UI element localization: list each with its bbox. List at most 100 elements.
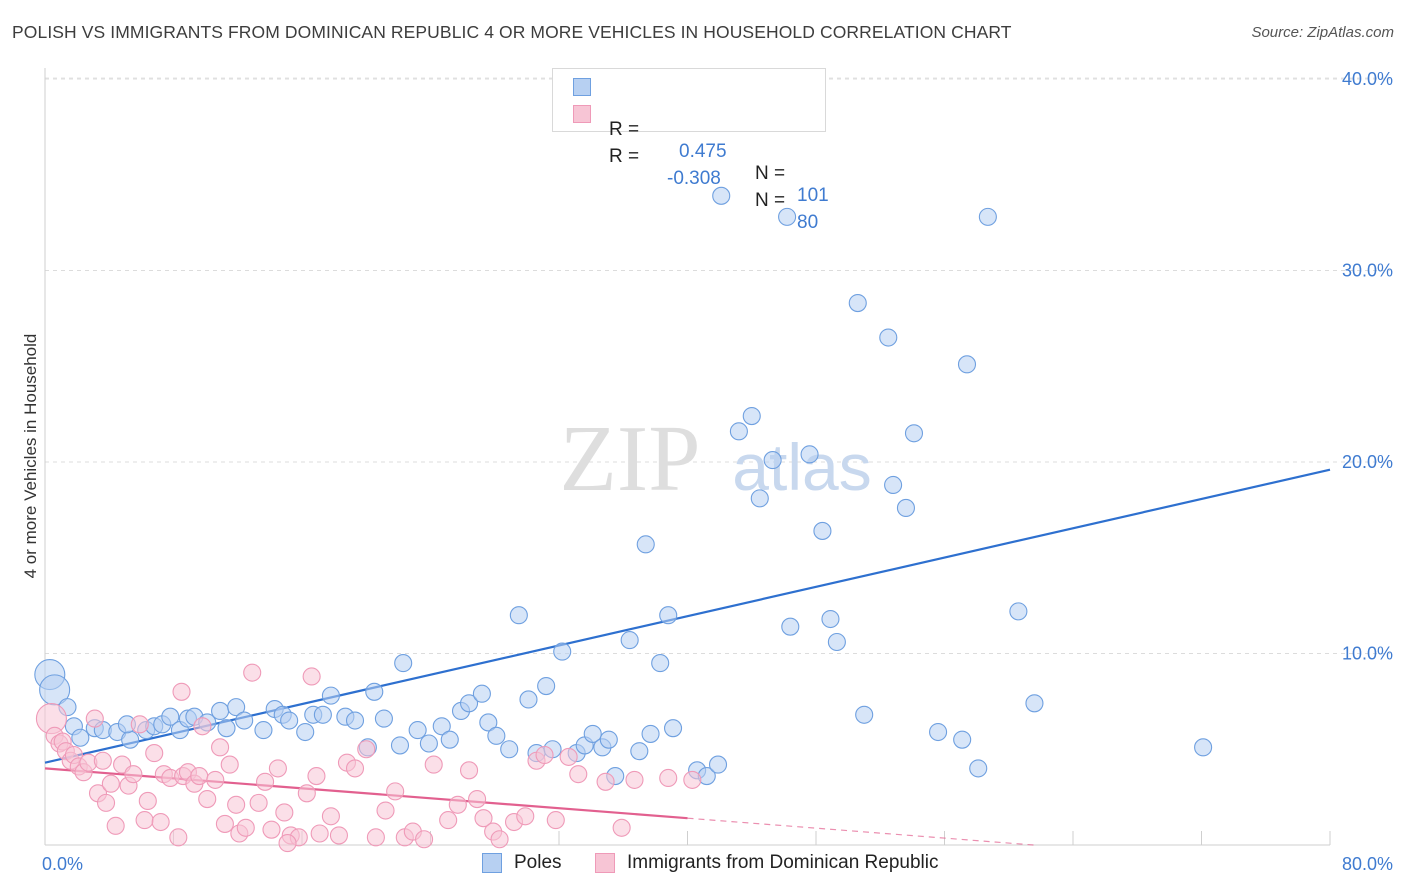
legend-r-label: R = [609,119,640,140]
trend-line-dominican [44,767,688,820]
point-poles [500,740,519,759]
point-poles [296,722,315,742]
watermark-zip: ZIP [560,407,701,511]
point-poles [750,489,769,508]
point-dominican [190,767,209,786]
point-poles [345,711,365,730]
point-dominican [329,826,348,845]
point-poles [459,694,479,713]
point-dominican [659,768,678,788]
point-dominican [124,765,143,784]
point-dominican [256,772,275,791]
legend-label-poles: Poles [514,852,562,873]
point-poles [479,713,498,732]
point-dominican [683,770,702,789]
point-dominican [468,789,487,809]
point-dominican [559,747,578,766]
point-poles [708,755,728,774]
point-poles [712,186,731,205]
point-dominican [262,820,281,839]
point-poles [419,734,438,753]
y-tick-label: 10.0% [1342,644,1393,664]
x-tick-label: 0.0% [42,854,83,874]
point-poles [161,707,180,726]
legend-swatch-dominican [573,105,591,123]
legend-r-label: R = [609,146,640,167]
point-poles [821,609,840,629]
legend-swatch-poles [482,853,502,873]
point-dominican [275,803,294,822]
y-tick-label: 20.0% [1342,452,1393,472]
point-dominican [310,824,329,843]
legend-n-label: N = [755,190,786,211]
point-dominican [85,709,104,728]
point-poles [254,721,273,740]
point-dominican [307,767,326,786]
point-dominican [106,816,125,835]
point-poles [969,759,988,778]
point-dominican [243,663,262,682]
point-poles [957,355,977,374]
point-poles [408,721,427,740]
point-dominican [268,759,287,778]
point-poles [313,705,332,724]
legend-r-value: 0.475 [679,141,727,162]
trend-lines [44,468,1331,846]
point-poles [651,654,670,673]
point-dominican [535,745,554,765]
point-poles [641,724,660,743]
point-poles [235,711,254,730]
point-poles [365,682,384,701]
point-poles [630,742,649,761]
point-poles [781,617,800,636]
point-poles [432,717,451,736]
legend-row-dominican: R = -0.308 N = 80 [573,102,818,256]
point-dominican [448,795,467,814]
point-dominican [357,740,376,759]
point-dominican [386,782,405,801]
point-poles [321,686,340,705]
point-poles [537,677,556,696]
point-dominican [198,789,217,809]
point-dominican [193,717,212,736]
point-poles [827,632,846,652]
legend-n-value: 80 [797,212,819,233]
point-dominican [376,801,395,820]
data-points [34,186,1213,853]
point-dominican [206,770,225,789]
gridlines [45,77,1390,654]
point-dominican [439,811,458,830]
point-dominican [172,682,191,701]
legend-n-label: N = [755,163,786,184]
point-dominican [215,814,234,833]
point-poles [855,705,874,724]
point-dominican [302,667,321,686]
point-poles [742,406,761,426]
point-poles [813,521,832,540]
point-poles [71,728,90,747]
point-dominican [625,770,644,789]
point-poles [884,475,903,495]
point-dominican [151,812,170,832]
legend-r-value: -0.308 [667,168,721,189]
point-dominican [366,828,385,847]
point-dominican [321,807,340,826]
point-poles [763,451,782,470]
legend-swatch-poles [573,78,591,96]
point-dominican [135,811,154,830]
point-dominican [612,818,631,837]
point-poles [487,726,506,745]
point-dominican [474,809,493,828]
point-dominican [169,828,188,847]
point-poles [896,498,916,518]
point-poles [472,684,491,703]
point-poles [620,631,639,650]
point-dominican [345,759,365,778]
point-poles [978,207,997,226]
point-dominican [297,784,316,803]
point-poles [729,422,748,441]
point-poles [390,736,410,755]
point-dominican [145,744,164,763]
point-poles [217,719,236,738]
